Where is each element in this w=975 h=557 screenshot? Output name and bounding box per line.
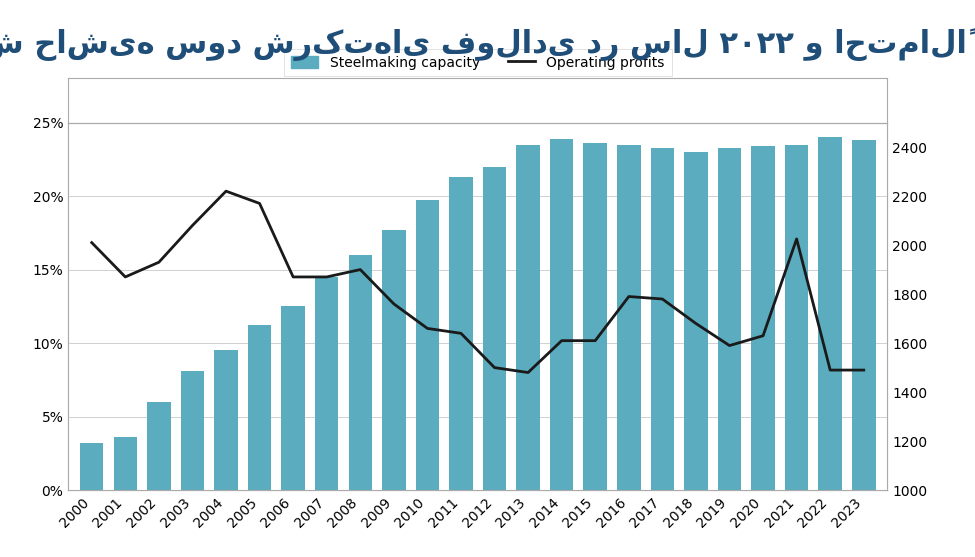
Bar <box>282 306 305 490</box>
Bar <box>650 148 674 490</box>
Text: کاهش حاشیه سود شرکت‌های فولادی در سال ۲۰۲۲ و احتمالاً ۲۰۲۳: کاهش حاشیه سود شرکت‌های فولادی در سال ۲۰… <box>0 28 975 61</box>
Bar <box>818 137 842 490</box>
Bar <box>617 145 641 490</box>
Bar <box>718 148 741 490</box>
Bar <box>583 143 607 490</box>
Bar <box>315 277 338 490</box>
Bar <box>785 145 808 490</box>
Bar <box>483 167 506 490</box>
Bar <box>752 146 775 490</box>
Bar <box>248 325 271 490</box>
Bar <box>550 139 573 490</box>
Bar <box>348 255 372 490</box>
Bar <box>180 371 204 490</box>
Bar <box>415 201 439 490</box>
Bar <box>852 140 876 490</box>
Bar <box>382 230 406 490</box>
Bar <box>214 350 238 490</box>
Bar <box>517 145 540 490</box>
Bar <box>80 443 103 490</box>
Bar <box>684 152 708 490</box>
Bar <box>147 402 171 490</box>
Legend: Steelmaking capacity, Operating profits: Steelmaking capacity, Operating profits <box>284 48 672 76</box>
Bar <box>449 177 473 490</box>
Bar <box>113 437 137 490</box>
